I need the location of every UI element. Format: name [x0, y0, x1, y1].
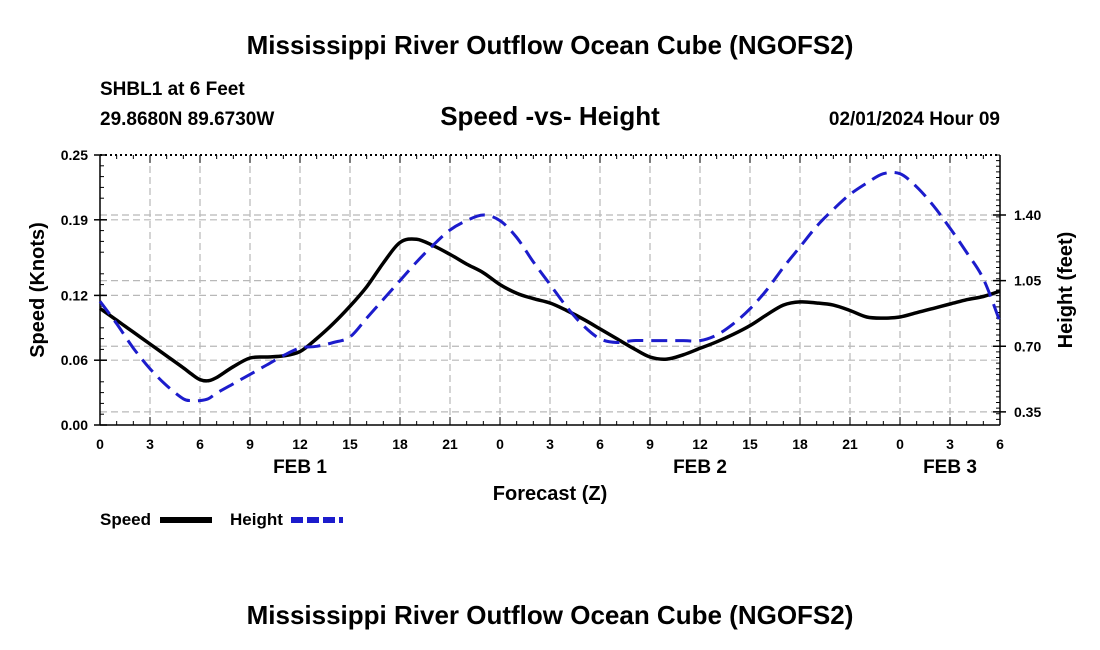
day-label: FEB 2: [673, 457, 727, 478]
x-tick-label: 21: [842, 436, 858, 452]
y-axis-right: 0.35 0.70 1.05 1.40: [993, 154, 1041, 426]
x-tick-label: 21: [442, 436, 458, 452]
x-tick-label: 15: [742, 436, 758, 452]
x-tick-label: 15: [342, 436, 358, 452]
x-tick-label: 18: [392, 436, 408, 452]
series-line-height: [98, 170, 1002, 403]
y-tick-label: 0.12: [61, 287, 88, 303]
y2-tick-label: 0.35: [1014, 404, 1041, 420]
x-tick-label: 9: [646, 436, 654, 452]
day-label: FEB 1: [273, 457, 327, 478]
chart-title: Mississippi River Outflow Ocean Cube (NG…: [247, 30, 854, 60]
plot-area: 0 3 6 9 12 15 18 21 0 3 6 9 12 15 18 21 0 3 6 FEB 1 FEB 2 FEB…: [61, 147, 1042, 478]
legend-label-height: Height: [230, 510, 283, 529]
x-tick-label: 0: [896, 436, 904, 452]
x-tick-label: 0: [96, 436, 104, 452]
station-coordinates: 29.8680N 89.6730W: [100, 109, 274, 130]
legend-label-speed: Speed: [100, 510, 151, 529]
footer-title: Mississippi River Outflow Ocean Cube (NG…: [247, 600, 854, 630]
chart-heading: Speed -vs- Height: [440, 101, 660, 131]
y2-tick-label: 1.05: [1014, 273, 1041, 289]
y2-tick-label: 1.40: [1014, 207, 1041, 223]
x-tick-label: 3: [146, 436, 154, 452]
x-tick-label: 12: [692, 436, 708, 452]
x-tick-label: 12: [292, 436, 308, 452]
y-tick-label: 0.06: [61, 352, 88, 368]
station-label: SHBL1 at 6 Feet: [100, 79, 245, 100]
x-tick-label: 6: [596, 436, 604, 452]
day-label: FEB 3: [923, 457, 977, 478]
x-tick-label: 6: [196, 436, 204, 452]
y-axis-left: 0.00 0.06 0.12 0.19 0.25: [61, 147, 107, 433]
y-axis-label-left: Speed (Knots): [27, 222, 49, 358]
series-lines: [98, 170, 1002, 403]
x-tick-label: 0: [496, 436, 504, 452]
y-tick-label: 0.19: [61, 212, 88, 228]
y2-tick-label: 0.70: [1014, 338, 1041, 354]
series-line-speed: [99, 237, 1001, 383]
x-tick-label: 3: [946, 436, 954, 452]
y-tick-label: 0.00: [61, 417, 88, 433]
legend: Speed Height: [100, 510, 343, 529]
y-axis-label-right: Height (feet): [1055, 232, 1077, 349]
grid-lines: [100, 155, 1000, 425]
x-tick-label: 18: [792, 436, 808, 452]
x-tick-label: 3: [546, 436, 554, 452]
x-axis-label: Forecast (Z): [493, 483, 607, 505]
y-tick-label: 0.25: [61, 147, 88, 163]
forecast-datetime: 02/01/2024 Hour 09: [829, 109, 1000, 130]
x-tick-label: 6: [996, 436, 1004, 452]
x-tick-label: 9: [246, 436, 254, 452]
x-axis: 0 3 6 9 12 15 18 21 0 3 6 9 12 15 18 21 0 3 6 FEB 1 FEB 2 FEB…: [96, 155, 1004, 478]
